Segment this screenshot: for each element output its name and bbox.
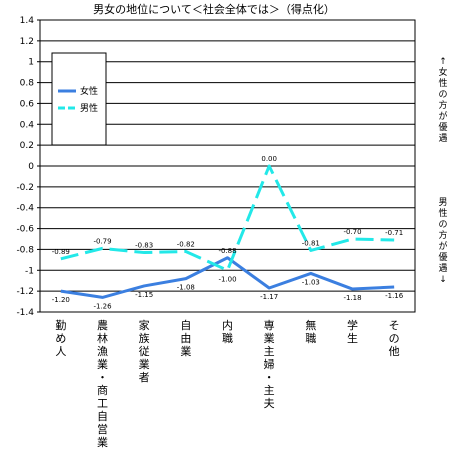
data-label-男性: -1.00	[218, 275, 236, 283]
data-label-男性: -0.71	[385, 229, 403, 237]
legend-label-女性: 女性	[80, 85, 98, 97]
y-axis-ticks: 1.4 1.2 1 0.8 0.6 0.4 0.2 0 -0.2 -0.4 -0.6 -0.8 -1 -1…	[16, 16, 40, 318]
y-tick-label: -0.6	[16, 225, 34, 235]
y-tick-label: 1.4	[20, 16, 35, 26]
legend-box	[51, 52, 107, 146]
y-tick-label: -0.2	[16, 183, 34, 193]
y-tick-label: -1.2	[16, 287, 34, 297]
data-label-男性: -0.81	[302, 239, 320, 247]
data-label-女性: -1.03	[302, 278, 320, 286]
data-label-女性: -1.08	[177, 284, 195, 292]
x-category-label: 内職	[222, 318, 233, 345]
y-tick-label: 0.6	[20, 99, 35, 109]
y-tick-label: 0.8	[20, 79, 35, 89]
x-category-label: その他	[389, 319, 400, 358]
series-line-男性	[60, 164, 395, 272]
x-category-label: 自由業	[180, 319, 191, 358]
y-tick-label: -1	[25, 266, 34, 276]
data-labels: -1.20 -0.89 -1.26 -0.79 -1.15 -0.83 -1.08 -0.82…	[52, 155, 404, 310]
side-label-upper: ↑女性の方が優遇	[438, 57, 447, 144]
data-label-女性: -1.16	[385, 292, 404, 300]
x-category-label: 専業主婦・主夫	[264, 319, 275, 410]
data-label-男性: -0.89	[52, 248, 70, 256]
y-tick-label: -0.4	[16, 204, 34, 214]
y-tick-label: -1.4	[16, 308, 34, 318]
series-line-女性	[60, 256, 395, 299]
data-label-男性: -0.70	[343, 228, 361, 236]
legend-label-男性: 男性	[80, 102, 98, 114]
side-label-lower: 男性の方が優遇↓	[438, 197, 447, 285]
data-label-女性: -1.17	[260, 293, 278, 301]
data-label-男性: -0.82	[177, 241, 195, 249]
data-label-女性: -0.88	[218, 247, 236, 255]
y-tick-label: 0	[28, 162, 34, 172]
data-label-女性: -1.18	[343, 294, 361, 302]
x-category-label: 学生	[347, 318, 358, 345]
x-category-label: 勤め人	[55, 319, 66, 358]
data-label-女性: -1.26	[93, 302, 112, 310]
y-tick-label: 1.2	[20, 37, 34, 47]
y-tick-label: 1	[28, 58, 34, 68]
chart-title: 男女の地位について＜社会全体では＞（得点化）	[93, 2, 335, 16]
x-category-label: 無職	[305, 318, 316, 345]
series-group	[60, 164, 395, 299]
category-labels: 勤め人 農林漁業・商工自営業 家族従業者 自由業 内職 専業主婦・主夫 無職 学生 その他	[55, 318, 399, 449]
x-category-label: 農林漁業・商工自営業	[97, 318, 108, 449]
data-label-女性: -1.15	[135, 291, 153, 299]
data-label-女性: -1.20	[52, 296, 70, 304]
y-tick-label: 0.2	[20, 141, 34, 151]
y-tick-label: -0.8	[16, 245, 34, 255]
x-category-label: 家族従業者	[139, 318, 150, 384]
data-label-男性: -0.79	[93, 237, 111, 245]
data-label-男性: 0.00	[261, 155, 277, 163]
data-label-男性: -0.83	[135, 242, 153, 250]
y-tick-label: 0.4	[20, 120, 35, 130]
